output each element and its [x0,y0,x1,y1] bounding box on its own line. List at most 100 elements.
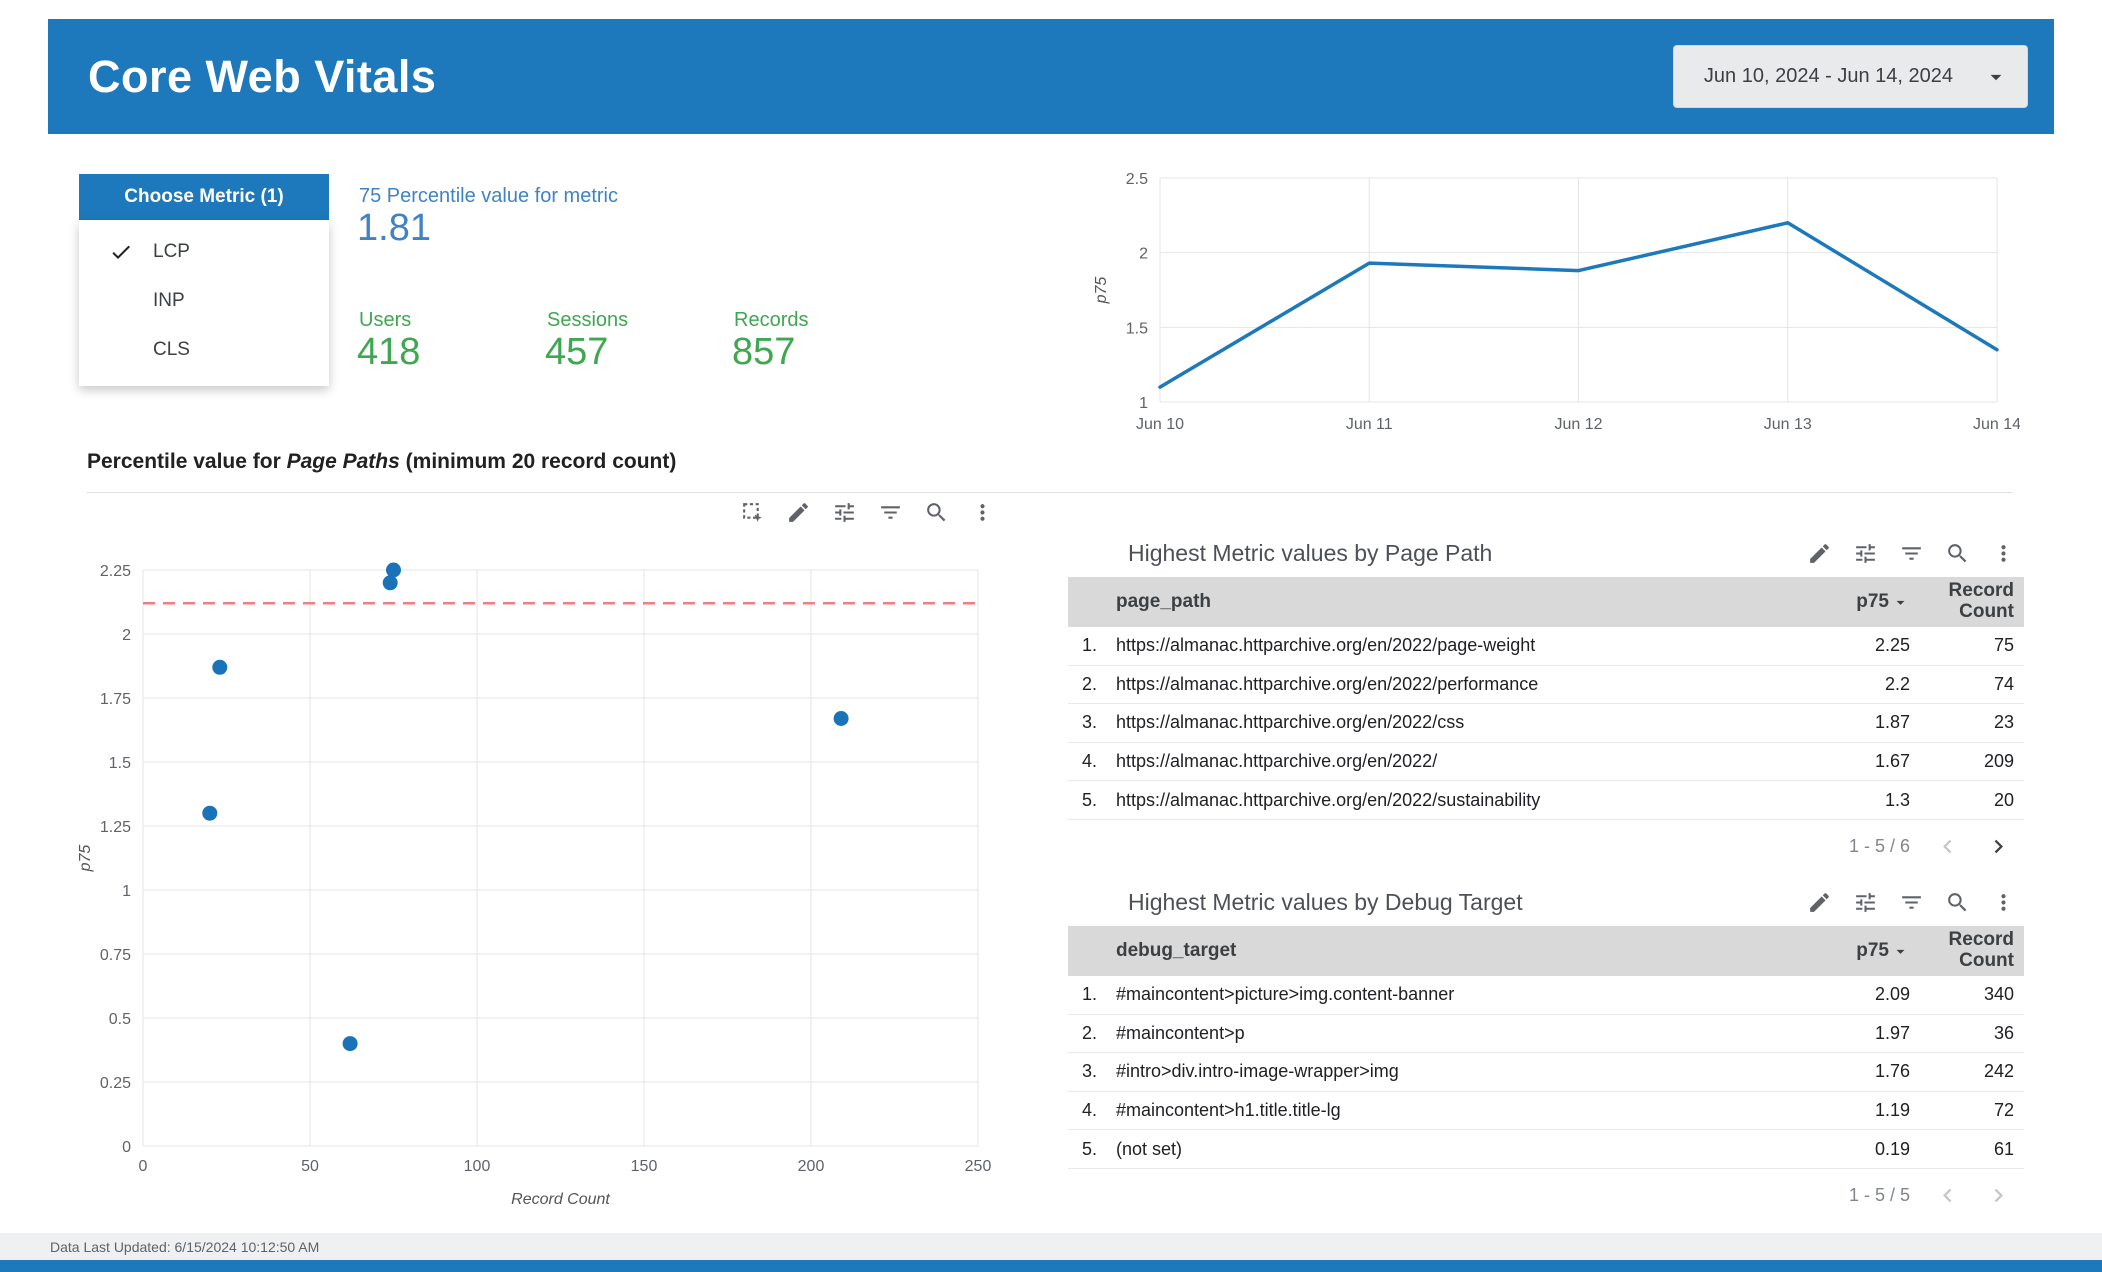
svg-text:Jun 13: Jun 13 [1764,416,1812,433]
table-row: 2. https://almanac.httparchive.org/en/202… [1068,666,2024,705]
record-count-cell: 36 [1993,1022,2014,1043]
record-count-cell: 242 [1983,1061,2014,1082]
p75-cell: 2.2 [1884,673,1910,694]
record-count-cell: 340 [1983,984,2014,1005]
column-header-p75[interactable]: p75 [1758,940,1910,962]
marquee-select-icon[interactable] [740,500,765,525]
row-index: 3. [1082,712,1098,733]
table-row: 2. #maincontent>p 1.97 36 [1068,1015,2024,1054]
prev-page-icon [1943,1188,1952,1203]
metric-option-inp[interactable]: INP [79,276,329,325]
more-vert-icon[interactable] [970,500,995,525]
percentile-value: 1.81 [357,207,431,249]
p75-header-label: p75 [1856,940,1889,961]
more-vert-icon[interactable] [1991,890,2016,915]
check-icon [112,245,130,259]
bottom-bar [0,1260,2102,1272]
sessions-label: Sessions [547,309,629,331]
column-header-p75[interactable]: p75 [1758,591,1910,613]
column-header-record-count[interactable]: Record Count [1948,929,2014,971]
svg-text:50: 50 [301,1158,319,1175]
date-range-selector[interactable]: Jun 10, 2024 - Jun 14, 2024 [1672,45,2028,108]
svg-text:1.75: 1.75 [100,691,131,708]
svg-text:0.25: 0.25 [100,1075,131,1092]
sessions-value: 457 [545,331,609,373]
p75-cell: 1.76 [1874,1061,1910,1082]
zoom-icon[interactable] [1945,890,1970,915]
section-title-suffix: (minimum 20 record count) [399,450,677,473]
zoom-icon[interactable] [924,500,949,525]
pagination-info: 1 - 5 / 5 [1848,1184,1910,1205]
svg-text:1.5: 1.5 [1126,320,1148,337]
table-head: Highest Metric values by Page Path [1068,533,2024,573]
pagination: 1 - 5 / 5 [1068,1182,2024,1209]
next-page-icon[interactable] [1985,833,2012,860]
svg-text:2.5: 2.5 [1126,171,1148,188]
dimension-cell: #intro>div.intro-image-wrapper>img [1116,1061,1399,1082]
users-label: Users [359,309,412,331]
svg-text:0.75: 0.75 [100,947,131,964]
p75-cell: 1.3 [1884,789,1910,810]
svg-text:Record Count: Record Count [511,1191,610,1208]
section-divider [87,492,2013,493]
filter-icon[interactable] [1899,541,1924,566]
table-header-row: page_path p75 Record Count [1068,577,2024,627]
svg-text:Jun 12: Jun 12 [1554,416,1602,433]
p75-cell: 2.09 [1874,984,1910,1005]
dimension-cell: https://almanac.httparchive.org/en/2022/… [1116,789,1541,810]
record-count-cell: 209 [1983,751,2014,772]
prev-page-icon [1943,839,1952,854]
p75-cell: 1.97 [1874,1022,1910,1043]
record-count-cell: 74 [1993,673,2014,694]
debug-target-table-title: Highest Metric values by Debug Target [1128,888,1523,915]
date-range-label: Jun 10, 2024 - Jun 14, 2024 [1703,65,1953,87]
column-header-record-count[interactable]: Record Count [1948,580,2014,622]
scatter-plot: 0 0.25 0.5 0.75 1 1.25 1.5 1.75 2 2.25 0 50 100 150 20… [60,545,1010,1215]
row-index: 1. [1082,984,1098,1005]
table-row: 4. #maincontent>h1.title.title-lg 1.19 72 [1068,1092,2024,1131]
dimension-cell: https://almanac.httparchive.org/en/2022/… [1116,673,1539,694]
zoom-icon[interactable] [1945,541,1970,566]
metric-selector-header[interactable]: Choose Metric (1) [79,174,329,220]
page-path-table-title: Highest Metric values by Page Path [1128,539,1493,566]
metric-option-lcp[interactable]: LCP [79,227,329,276]
pagination: 1 - 5 / 6 [1068,833,2024,860]
row-index: 1. [1082,635,1098,656]
column-header-debug-target[interactable]: debug_target [1116,940,1237,961]
svg-text:250: 250 [965,1158,992,1175]
edit-icon[interactable] [786,500,811,525]
table-row: 3. https://almanac.httparchive.org/en/202… [1068,704,2024,743]
row-index: 2. [1082,673,1098,694]
table-row: 4. https://almanac.httparchive.org/en/202… [1068,743,2024,782]
last-updated-text: Data Last Updated: 6/15/2024 10:12:50 AM [50,1238,320,1255]
page-path-table-toolbar [1807,541,2016,566]
tune-icon[interactable] [832,500,857,525]
p75-cell: 1.19 [1874,1100,1910,1121]
column-header-page-path[interactable]: page_path [1116,591,1212,612]
dimension-cell: #maincontent>h1.title.title-lg [1116,1100,1341,1121]
dimension-cell: https://almanac.httparchive.org/en/2022/… [1116,712,1465,733]
table-body: 1. #maincontent>picture>img.content-banne… [1068,976,2024,1169]
report-title: Core Web Vitals [88,50,437,102]
more-vert-icon[interactable] [1991,541,2016,566]
dimension-cell: https://almanac.httparchive.org/en/2022/… [1116,635,1536,656]
metric-option-cls[interactable]: CLS [79,325,329,374]
row-index: 5. [1082,789,1098,810]
users-value: 418 [357,331,421,373]
edit-icon[interactable] [1807,890,1832,915]
metric-option-label: INP [153,289,185,311]
filter-icon[interactable] [878,500,903,525]
filter-icon[interactable] [1899,890,1924,915]
svg-text:150: 150 [631,1158,658,1175]
svg-text:0: 0 [139,1158,148,1175]
row-index: 4. [1082,1100,1098,1121]
line-chart: 2.5 2 1.5 1 Jun 10 Jun 11 Jun 12 Jun 13 Jun 14 p7… [1090,160,2021,445]
svg-text:200: 200 [798,1158,825,1175]
table-row: 1. https://almanac.httparchive.org/en/202… [1068,627,2024,666]
tune-icon[interactable] [1853,541,1878,566]
section-title-text: Percentile value for [87,450,287,473]
record-count-cell: 61 [1993,1138,2014,1159]
tune-icon[interactable] [1853,890,1878,915]
edit-icon[interactable] [1807,541,1832,566]
